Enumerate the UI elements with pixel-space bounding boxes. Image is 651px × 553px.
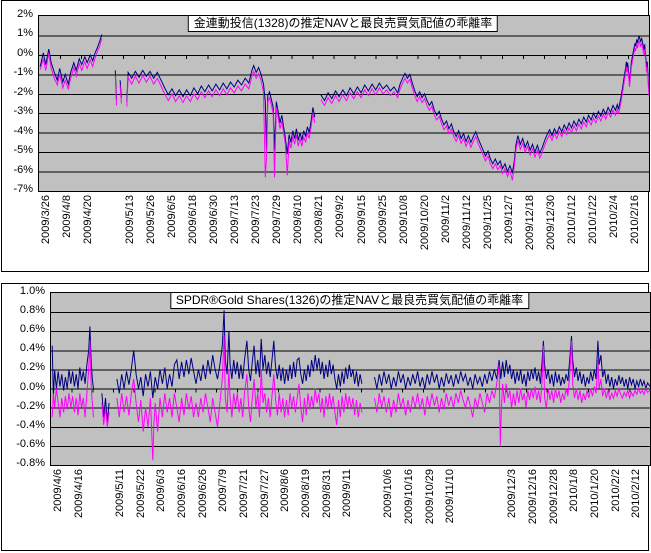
y-tick-label: -2% bbox=[13, 85, 33, 98]
x-tick-label: 2009/4/6 bbox=[52, 469, 64, 512]
x-tick-label: 2009/9/15 bbox=[355, 195, 368, 244]
series-magenta-line bbox=[374, 340, 650, 446]
x-tick-label: 2010/1/12 bbox=[565, 195, 578, 244]
x-tick-label: 2009/5/26 bbox=[145, 195, 158, 244]
x-tick-label: 2009/6/16 bbox=[175, 469, 188, 518]
x-tick-label: 2009/6/18 bbox=[187, 195, 200, 244]
x-tick-label: 2009/3/26 bbox=[40, 195, 52, 244]
x-tick-label: 2009/9/2 bbox=[334, 195, 347, 238]
series-magenta-line bbox=[320, 40, 649, 181]
y-tick-label: -0.8% bbox=[16, 457, 45, 469]
plot-area bbox=[38, 15, 650, 192]
x-tick-label: 2010/2/12 bbox=[630, 469, 643, 518]
x-tick-label: 2009/4/8 bbox=[61, 195, 74, 238]
x-tick-label: 2009/7/21 bbox=[237, 469, 250, 518]
y-tick-label: -6% bbox=[13, 163, 33, 176]
y-tick-label: -0.6% bbox=[16, 437, 45, 450]
x-tick-label: 2009/12/16 bbox=[527, 469, 540, 525]
x-tick-label: 2009/12/30 bbox=[544, 195, 557, 251]
x-tick-label: 2010/1/22 bbox=[586, 195, 599, 244]
x-tick-label: 2010/1/20 bbox=[589, 469, 602, 518]
y-tick-label: -0.2% bbox=[16, 399, 45, 412]
x-tick-label: 2009/12/28 bbox=[547, 469, 560, 525]
x-tick-label: 2009/7/29 bbox=[271, 195, 284, 244]
x-tick-label: 2009/10/20 bbox=[418, 195, 431, 251]
x-tick-label: 2010/1/8 bbox=[568, 469, 581, 512]
series-navy-line bbox=[116, 310, 363, 399]
series-navy-line bbox=[101, 393, 110, 423]
y-tick-label: -1% bbox=[13, 66, 33, 79]
x-tick-label: 2009/9/11 bbox=[341, 469, 354, 518]
y-tick-label: 0.6% bbox=[19, 323, 45, 336]
x-tick-label: 2009/6/26 bbox=[196, 469, 209, 518]
x-tick-label: 2009/9/25 bbox=[376, 195, 389, 244]
chart-title: 金連動投信(1328)の推定NAVと最良売買気配値の乖離率 bbox=[187, 15, 499, 32]
x-tick-label: 2009/5/11 bbox=[113, 469, 126, 518]
x-tick-label: 2010/2/4 bbox=[607, 195, 620, 238]
series-navy-line bbox=[374, 335, 650, 391]
series-magenta-line bbox=[119, 84, 122, 104]
x-tick-label: 2009/8/6 bbox=[279, 469, 292, 512]
y-tick-label: -7% bbox=[13, 183, 33, 195]
y-tick-label: 1.0% bbox=[19, 285, 45, 297]
chart-spdr-1326: SPDR®Gold Shares(1326)の推定NAVと最良売買気配値の乖離率… bbox=[1, 283, 651, 551]
chart-title: SPDR®Gold Shares(1326)の推定NAVと最良売買気配値の乖離率 bbox=[169, 292, 530, 309]
x-tick-label: 2009/8/31 bbox=[320, 469, 333, 518]
x-tick-label: 2009/4/20 bbox=[82, 195, 95, 244]
x-tick-label: 2010/2/2 bbox=[609, 469, 622, 512]
y-tick-label: -4% bbox=[13, 124, 33, 137]
x-tick-label: 2009/12/7 bbox=[502, 195, 515, 244]
x-tick-label: 2009/6/30 bbox=[208, 195, 221, 244]
chart-gold-1328: 金連動投信(1328)の推定NAVと最良売買気配値の乖離率 2% 1% 0% -1% -… bbox=[1, 0, 650, 272]
x-tick-label: 2009/7/9 bbox=[217, 469, 230, 512]
series-magenta-line bbox=[39, 38, 103, 91]
y-tick-label: -5% bbox=[13, 144, 33, 157]
x-tick-label: 2009/7/13 bbox=[229, 195, 242, 244]
x-tick-label: 2009/11/25 bbox=[481, 195, 494, 250]
x-tick-label: 2009/10/16 bbox=[403, 469, 416, 525]
x-tick-label: 2009/5/13 bbox=[124, 195, 137, 244]
y-tick-label: 2% bbox=[17, 8, 33, 20]
series-magenta-line bbox=[51, 340, 94, 418]
series-magenta-line bbox=[126, 69, 316, 178]
series-navy-line bbox=[51, 326, 94, 399]
x-tick-label: 2009/6/3 bbox=[155, 469, 168, 512]
y-tick-label: 0.2% bbox=[19, 361, 45, 374]
x-tick-label: 2009/12/18 bbox=[523, 195, 536, 251]
x-tick-label: 2009/11/10 bbox=[444, 469, 457, 524]
x-tick-label: 2009/8/21 bbox=[313, 195, 326, 244]
y-tick-label: 0% bbox=[17, 46, 33, 59]
x-tick-label: 2009/11/2 bbox=[439, 195, 452, 244]
x-tick-label: 2009/8/19 bbox=[299, 469, 312, 518]
series-navy-line bbox=[126, 64, 316, 155]
x-tick-label: 2009/11/12 bbox=[460, 195, 473, 250]
x-tick-label: 2009/7/27 bbox=[258, 469, 271, 518]
series-navy-line bbox=[320, 35, 649, 175]
x-tick-label: 2009/10/29 bbox=[423, 469, 436, 525]
y-tick-label: -3% bbox=[13, 105, 33, 118]
series-magenta-line bbox=[101, 402, 110, 427]
x-tick-label: 2009/10/6 bbox=[382, 469, 395, 518]
y-tick-label: 0.4% bbox=[19, 342, 45, 355]
x-tick-label: 2009/7/23 bbox=[250, 195, 263, 244]
y-tick-label: 1% bbox=[17, 27, 33, 40]
series-navy-line bbox=[39, 34, 103, 87]
x-tick-label: 2009/8/10 bbox=[292, 195, 305, 244]
x-tick-label: 2010/2/16 bbox=[628, 195, 641, 244]
series-magenta-line bbox=[116, 335, 363, 461]
series-magenta-line bbox=[114, 75, 117, 106]
x-tick-label: 2009/4/16 bbox=[72, 469, 85, 518]
y-tick-label: 0.0% bbox=[19, 380, 45, 393]
y-tick-label: 0.8% bbox=[19, 304, 45, 317]
x-tick-label: 2009/5/22 bbox=[134, 469, 147, 518]
x-tick-label: 2009/6/5 bbox=[166, 195, 179, 238]
plot-area bbox=[50, 292, 651, 466]
x-tick-label: 2009/10/8 bbox=[397, 195, 410, 244]
y-tick-label: -0.4% bbox=[16, 418, 45, 431]
x-tick-label: 2009/12/3 bbox=[506, 469, 519, 518]
